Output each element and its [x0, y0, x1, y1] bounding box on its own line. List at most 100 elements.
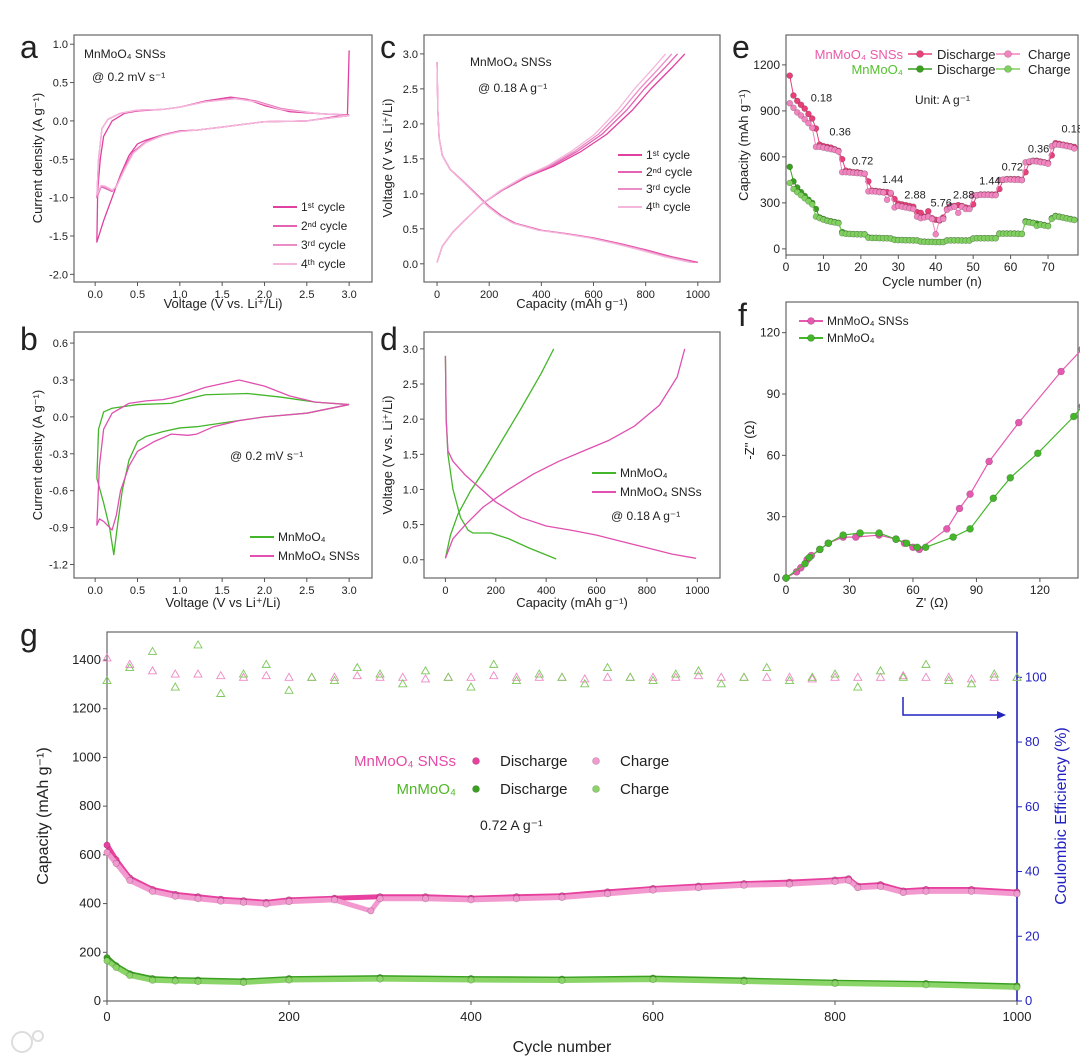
data-point	[262, 900, 270, 908]
x-tick-label: 600	[584, 289, 602, 301]
ce-point	[625, 672, 636, 681]
data-point	[194, 978, 202, 986]
data-point	[892, 535, 900, 543]
ce-point	[693, 670, 704, 680]
x-axis-label: Voltage (V vs Li⁺/Li)	[165, 595, 280, 610]
panel-letter: e	[732, 29, 750, 65]
x-tick-label: 400	[537, 585, 555, 597]
x-tick-label: 0	[434, 289, 440, 301]
data-point	[790, 92, 797, 99]
data-point	[126, 876, 134, 884]
data-point	[967, 887, 975, 895]
ce-point	[852, 672, 863, 681]
panel-letter: a	[20, 29, 38, 65]
data-point	[875, 529, 883, 537]
ce-point	[329, 675, 340, 685]
y-tick-label: 600	[760, 150, 780, 164]
y-tick-label: -0.3	[49, 449, 68, 461]
y-tick-label: 1000	[72, 749, 101, 764]
data-point	[966, 525, 974, 533]
data-point	[740, 978, 748, 986]
y-tick-label: 900	[760, 104, 780, 118]
data-point	[801, 116, 809, 123]
x-tick-label: 800	[824, 1009, 846, 1024]
panel-letter: d	[380, 321, 398, 357]
x-tick-label: 400	[532, 289, 550, 301]
ce-point	[329, 672, 340, 681]
legend-label: 1ˢᵗ cycle	[646, 148, 690, 162]
x-axis-label: Voltage (V vs. Li⁺/Li)	[164, 296, 283, 311]
data-point	[876, 883, 884, 891]
data-point	[909, 205, 917, 213]
ce-point	[875, 672, 886, 681]
ce-point	[557, 672, 567, 681]
data-point	[922, 981, 930, 989]
ce-point	[579, 678, 590, 688]
y-axis-label: Voltage (V vs. Li⁺/Li)	[380, 99, 395, 218]
x-tick-label: 0	[442, 585, 448, 597]
data-point	[1014, 418, 1023, 427]
axis-pointer-arrow	[902, 697, 1000, 716]
data-point	[1018, 230, 1026, 238]
legend-label: 2ⁿᵈ cycle	[301, 219, 348, 233]
y-tick-label: 1400	[72, 652, 101, 667]
rate-label: 0.72	[852, 156, 873, 168]
ce-point	[511, 675, 522, 685]
legend-marker	[807, 317, 815, 325]
panel-f: f 0 30 60 90 120 0 30 60 90 120 Z' (Ω) -Z'' (Ω) MnMoO…	[738, 297, 1080, 610]
data-point	[1044, 160, 1052, 168]
ce-point	[966, 674, 977, 683]
ce-point	[670, 669, 681, 678]
ce-point	[625, 672, 636, 681]
plot-frame	[423, 331, 721, 579]
data-point	[240, 978, 248, 986]
x-tick-label: 200	[487, 585, 505, 597]
legend-label: MnMoO₄	[278, 530, 326, 544]
ce-point	[511, 672, 522, 681]
y-tick-label: 1.5	[403, 449, 418, 461]
x-tick-label: 1000	[1003, 1009, 1032, 1024]
ce-point	[215, 688, 226, 697]
ce-point	[534, 669, 545, 678]
panel-e: e 0 10 20 30 40 50 60 70 0 300 600 900 1200 Cycle numb…	[732, 29, 1080, 289]
x-tick-label: 600	[587, 585, 605, 597]
data-point	[786, 99, 794, 107]
x-tick-label: 40	[929, 260, 943, 274]
x-tick-label: 30	[843, 583, 857, 597]
data-point	[1013, 983, 1021, 991]
x-tick-label: 1000	[686, 289, 710, 301]
y-tick-label: -1.5	[49, 231, 68, 243]
x-tick-label: 0.0	[88, 289, 103, 301]
y-tick-label: -0.9	[49, 523, 68, 535]
rate-label: 1.44	[882, 174, 903, 186]
legend-label: Discharge	[937, 47, 996, 62]
legend-group-label: MnMoO₄ SNSs	[354, 753, 456, 770]
data-point	[149, 976, 157, 984]
discharge-curve	[436, 62, 698, 264]
y2-tick-label: 60	[1025, 799, 1039, 814]
data-point	[805, 119, 812, 127]
y2-axis-label: Coulombic Efficiency (%)	[1053, 727, 1070, 905]
data-point	[797, 101, 805, 109]
annotation: 0.72 A g⁻¹	[480, 817, 543, 833]
legend-marker	[472, 785, 480, 793]
data-point	[992, 234, 999, 242]
data-point	[194, 895, 202, 903]
legend-label: Discharge	[500, 753, 568, 770]
x-axis-label: Cycle number	[513, 1039, 612, 1056]
ce-point	[898, 672, 909, 681]
data-point	[603, 890, 611, 898]
y2-tick-label: 20	[1025, 928, 1039, 943]
x-tick-label: 800	[638, 585, 656, 597]
x-tick-label: 200	[480, 289, 498, 301]
y-tick-label: 200	[79, 944, 101, 959]
ce-point	[352, 670, 363, 680]
x-tick-label: 0.5	[130, 585, 145, 597]
data-point	[951, 203, 958, 211]
x-tick-label: 200	[278, 1009, 300, 1024]
ce-point	[739, 672, 749, 681]
panel-g: g0 200 400 600 800 10000200400600800100012001…	[20, 617, 1070, 1056]
data-point	[285, 976, 293, 984]
data-point	[367, 907, 375, 915]
ce-point	[261, 670, 272, 680]
